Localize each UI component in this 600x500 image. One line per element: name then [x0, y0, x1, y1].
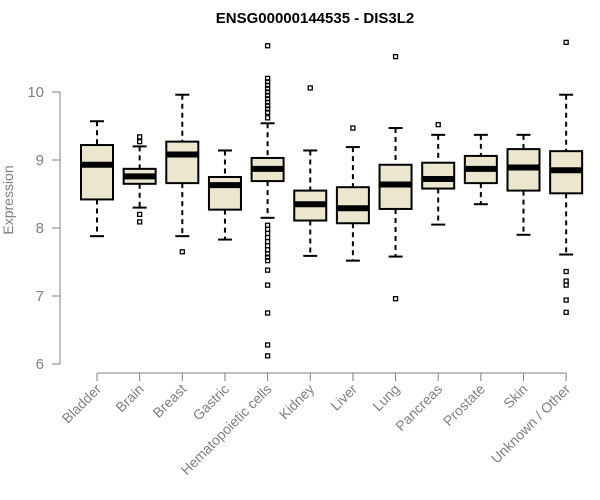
box-liver: [335, 125, 370, 262]
outlier-point: [307, 85, 313, 91]
y-tick-label: 8: [36, 220, 44, 237]
x-tick-label: Bladder: [59, 381, 105, 427]
outlier-point: [264, 257, 271, 264]
x-tick-label: Breast: [149, 381, 189, 421]
box-unknown-other: [549, 39, 584, 315]
outlier-point: [264, 222, 271, 228]
x-tick-label: Unknown / Other: [488, 381, 574, 467]
outlier-point: [264, 115, 271, 121]
outlier-point: [264, 238, 271, 245]
outlier-point: [136, 219, 143, 225]
y-tick-label: 10: [27, 84, 44, 101]
box-iqr: [335, 186, 370, 225]
outlier-point: [264, 43, 271, 49]
y-tick-label: 9: [36, 152, 44, 169]
outlier-point: [264, 310, 271, 316]
box-iqr: [80, 144, 114, 201]
x-tick-label: Pancreas: [392, 381, 445, 434]
outlier-point: [435, 121, 441, 128]
box-iqr: [165, 140, 200, 185]
box-series: [80, 39, 584, 359]
outlier-point: [264, 230, 271, 237]
outlier-point: [563, 278, 569, 284]
x-tick-label: Brain: [112, 381, 146, 415]
box-skin: [506, 133, 541, 236]
outlier-point: [264, 267, 271, 273]
box-hematopoietic-cells: [250, 43, 285, 359]
outlier-point: [179, 249, 185, 255]
box-kidney: [293, 85, 328, 257]
y-tick-label: 7: [36, 288, 44, 305]
y-axis-label: Expression: [0, 165, 16, 234]
outlier-point: [264, 234, 271, 241]
outlier-point: [563, 282, 569, 288]
outlier-point: [563, 309, 569, 315]
x-tick-label: Prostate: [440, 381, 488, 429]
outlier-point: [264, 353, 271, 359]
x-tick-label: Liver: [327, 381, 360, 414]
chart-title: ENSG00000144535 - DIS3L2: [216, 10, 414, 27]
outlier-point: [392, 53, 399, 60]
box-prostate: [463, 133, 498, 206]
outlier-point: [264, 282, 271, 288]
box-pancreas: [421, 121, 456, 226]
outlier-point: [264, 243, 271, 249]
outlier-point: [350, 125, 356, 131]
box-lung: [378, 53, 413, 302]
x-tick-label: Skin: [500, 381, 531, 412]
outlier-point: [563, 39, 569, 46]
outlier-point: [136, 138, 143, 145]
box-gastric: [207, 149, 242, 241]
box-iqr: [421, 161, 456, 190]
outlier-point: [264, 109, 271, 116]
box-bladder: [80, 120, 114, 238]
y-tick-label: 6: [36, 356, 44, 373]
x-tick-label: Gastric: [189, 381, 232, 424]
x-tick-label: Lung: [369, 381, 402, 414]
outlier-point: [563, 268, 569, 275]
outlier-point: [264, 247, 271, 253]
outlier-point: [136, 134, 143, 140]
outlier-point: [392, 296, 399, 302]
outlier-point: [136, 211, 143, 218]
box-iqr: [207, 176, 242, 211]
outlier-point: [264, 342, 271, 348]
outlier-point: [563, 297, 569, 303]
box-breast: [165, 93, 200, 255]
outlier-point: [264, 226, 271, 233]
box-brain: [122, 134, 157, 225]
x-tick-label: Kidney: [276, 381, 318, 423]
